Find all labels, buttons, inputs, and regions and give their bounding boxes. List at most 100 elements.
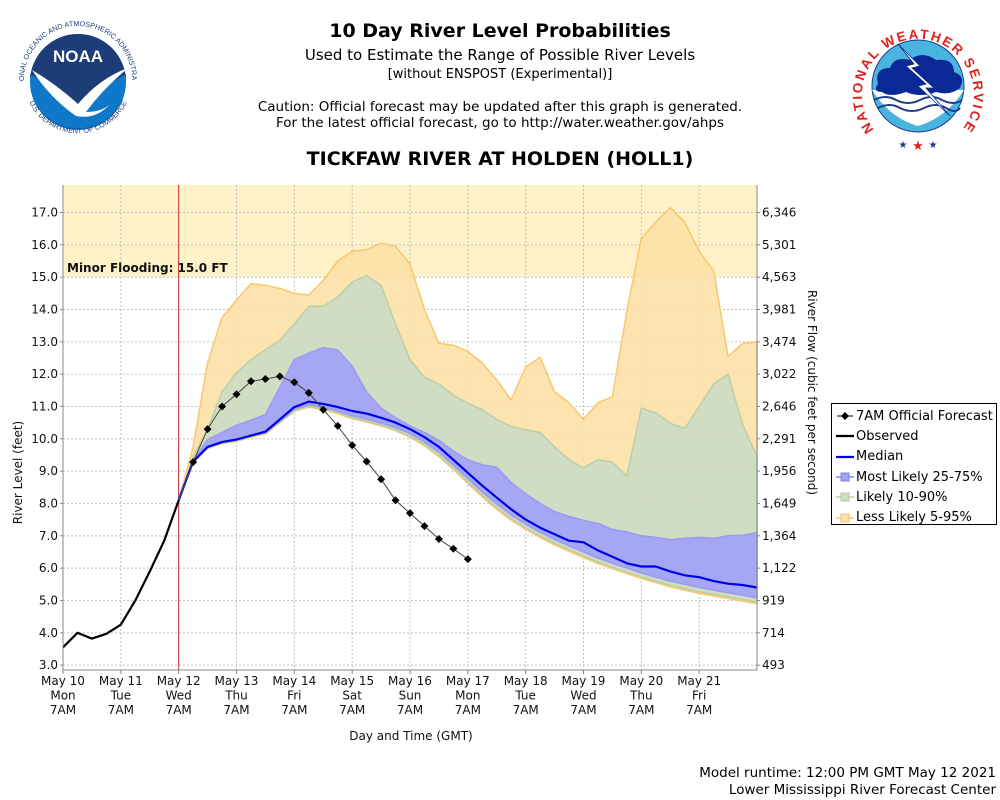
- y-tick-label: 16.0: [31, 238, 58, 252]
- y-tick-label: 8.0: [39, 496, 58, 510]
- forecast-point: [406, 509, 414, 518]
- x-tick-label: 7AM: [397, 703, 423, 717]
- legend-item-less-likely[interactable]: Less Likely 5-95%: [835, 507, 996, 527]
- forecast-point: [362, 457, 371, 466]
- y2-tick-label: 1,122: [762, 561, 796, 575]
- chart-legend: 7AM Official Forecast Observed Median Mo…: [831, 403, 997, 525]
- forecast-point: [463, 555, 472, 564]
- legend-label: Observed: [856, 428, 919, 444]
- legend-item-forecast[interactable]: 7AM Official Forecast: [835, 406, 996, 426]
- x-tick-label: 7AM: [281, 703, 307, 717]
- x-tick-label: Mon: [455, 689, 480, 703]
- star-icon: ★: [912, 139, 924, 154]
- x-tick-label: 7AM: [223, 703, 249, 717]
- legend-observed-icon: [836, 435, 854, 438]
- legend-label: Likely 10-90%: [856, 489, 948, 505]
- x-tick-label: Thu: [224, 689, 248, 703]
- tick-labels-layer: 3.0 4.0 5.0 6.0 7.0 8.0 9.0 10.0 11.0 12.0 13.0 14.…: [31, 205, 796, 717]
- legend-forecast-icon: [837, 412, 853, 421]
- x-tick-label: May 13: [215, 674, 259, 688]
- x-tick-label: Mon: [50, 689, 75, 703]
- forecast-point: [391, 496, 400, 505]
- x-tick-label: 7AM: [166, 703, 192, 717]
- noaa-bird-icon: [32, 68, 128, 117]
- x-tick-label: Wed: [570, 689, 596, 703]
- legend-label: Most Likely 25-75%: [856, 469, 983, 485]
- y2-tick-label: 5,301: [762, 238, 796, 252]
- forecast-point: [434, 535, 443, 544]
- model-runtime: Model runtime: 12:00 PM GMT May 12 2021: [699, 765, 996, 781]
- forecast-point: [290, 378, 299, 387]
- x-tick-label: Fri: [692, 689, 706, 703]
- caution-text: Caution: Official forecast may be update…: [257, 99, 743, 115]
- x-tick-label: May 19: [562, 674, 606, 688]
- x-tick-label: May 14: [272, 674, 316, 688]
- y2-tick-label: 2,646: [762, 399, 796, 413]
- forecast-point: [348, 441, 357, 450]
- x-tick-label: 7AM: [339, 703, 365, 717]
- median-line: [177, 400, 758, 589]
- x-tick-label: May 20: [619, 674, 663, 688]
- x-tick-label: May 16: [388, 674, 432, 688]
- y2-tick-label: 1,364: [762, 529, 796, 543]
- forecast-point: [449, 544, 458, 553]
- x-tick-label: 7AM: [50, 703, 76, 717]
- chart-subtitle: Used to Estimate the Range of Possible R…: [304, 46, 696, 64]
- forecast-point: [377, 475, 386, 484]
- forecast-point: [319, 405, 328, 414]
- y2-axis-label: River Flow (cubic feet per second): [805, 290, 819, 495]
- x-tick-label: Fri: [287, 689, 301, 703]
- legend-label: Median: [856, 449, 904, 465]
- y2-tick-label: 1,649: [762, 496, 796, 510]
- legend-item-observed[interactable]: Observed: [835, 426, 996, 446]
- x-tick-label: May 15: [330, 674, 374, 688]
- y-tick-label: 7.0: [39, 529, 58, 543]
- legend-item-median[interactable]: Median: [835, 447, 996, 467]
- y-tick-label: 5.0: [39, 593, 58, 607]
- x-tick-label: 7AM: [570, 703, 596, 717]
- x-tick-label: 7AM: [628, 703, 654, 717]
- x-tick-label: May 11: [99, 674, 143, 688]
- y-tick-label: 15.0: [31, 270, 58, 284]
- x-tick-label: May 10: [41, 674, 85, 688]
- y2-tick-label: 3,981: [762, 302, 796, 316]
- y2-tick-label: 3,022: [762, 367, 796, 381]
- legend-label: 7AM Official Forecast: [856, 408, 993, 424]
- forecast-point: [232, 390, 241, 399]
- forecast-point: [261, 375, 270, 383]
- y2-tick-label: 3,474: [762, 335, 796, 349]
- y-tick-label: 17.0: [31, 205, 58, 219]
- forecast-point: [189, 458, 198, 467]
- y-tick-label: 14.0: [31, 302, 58, 316]
- flood-stage-label: Minor Flooding: 15.0 FT: [67, 261, 229, 275]
- y-tick-label: 6.0: [39, 561, 58, 575]
- forecast-point: [218, 402, 227, 411]
- y-tick-label: 4.0: [39, 626, 58, 640]
- x-tick-label: Tue: [514, 689, 536, 703]
- forecast-link-text: For the latest official forecast, go to …: [275, 115, 725, 131]
- y2-tick-label: 6,346: [762, 205, 796, 219]
- x-axis-label: Day and Time (GMT): [349, 729, 472, 743]
- noaa-logo-text: NOAA: [53, 47, 103, 66]
- x-tick-label: Wed: [166, 689, 192, 703]
- y-tick-label: 11.0: [31, 399, 58, 413]
- x-tick-label: Tue: [110, 689, 132, 703]
- y2-tick-label: 714: [762, 626, 785, 640]
- nws-logo: NATIONAL WEATHER SERVICE ★ ★ ★: [850, 27, 984, 154]
- y2-tick-label: 1,956: [762, 464, 796, 478]
- legend-less-likely-icon: [836, 513, 854, 523]
- x-tick-label: Sun: [399, 689, 422, 703]
- observed-line: [62, 499, 180, 649]
- y-tick-label: 3.0: [39, 658, 58, 672]
- legend-median-icon: [836, 455, 854, 458]
- legend-item-most-likely[interactable]: Most Likely 25-75%: [835, 467, 996, 487]
- axes-layer: [60, 185, 760, 674]
- x-tick-label: Thu: [629, 689, 653, 703]
- forecast-point: [246, 377, 255, 386]
- x-tick-label: 7AM: [108, 703, 134, 717]
- x-tick-label: May 21: [677, 674, 721, 688]
- forecast-point: [420, 522, 429, 531]
- x-tick-label: May 17: [446, 674, 490, 688]
- legend-item-likely[interactable]: Likely 10-90%: [835, 487, 996, 507]
